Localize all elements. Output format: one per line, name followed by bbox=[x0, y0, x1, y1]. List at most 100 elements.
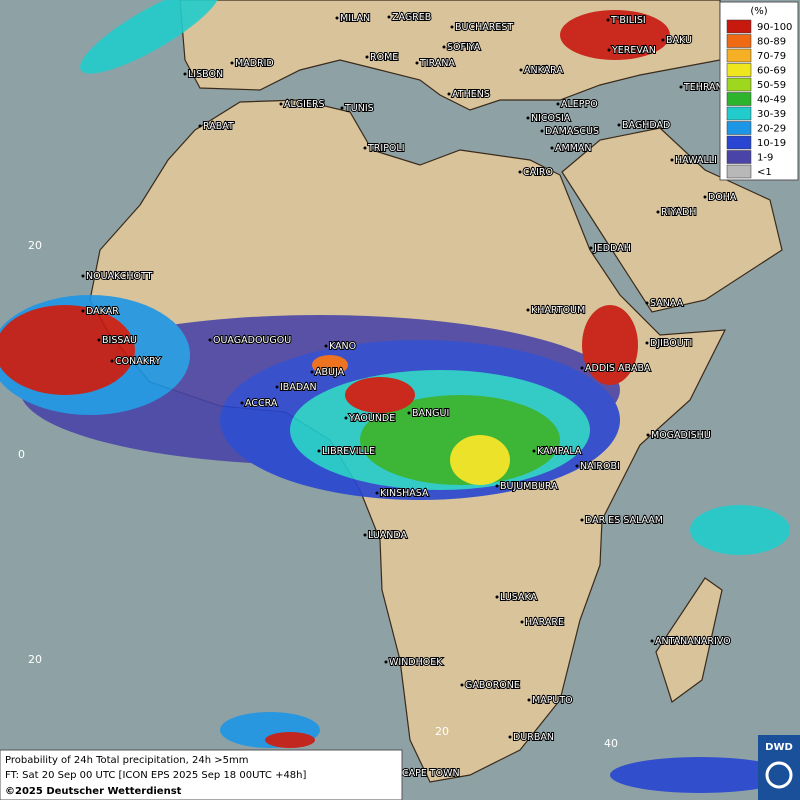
city-dot bbox=[275, 385, 279, 389]
city-dot bbox=[646, 433, 650, 437]
city-label: MOGADISHU bbox=[651, 430, 711, 441]
city-dot bbox=[442, 45, 446, 49]
legend-label: 1-9 bbox=[757, 153, 773, 164]
city-label: ATHENS bbox=[452, 89, 490, 100]
city-label: TRIPOLI bbox=[367, 143, 405, 154]
city-label: LUANDA bbox=[368, 530, 408, 541]
city-dot bbox=[460, 683, 464, 687]
grid-label: 20 bbox=[28, 653, 42, 666]
legend-swatch bbox=[726, 164, 752, 179]
city-label: ROME bbox=[370, 52, 398, 63]
city-label: DJIBOUTI bbox=[650, 338, 692, 349]
city-dot bbox=[526, 308, 530, 312]
city-dot bbox=[183, 72, 187, 76]
city-label: ALGIERS bbox=[284, 99, 325, 110]
precipitation bbox=[0, 0, 790, 793]
city-label: SANAA bbox=[650, 298, 684, 309]
city-label: MILAN bbox=[340, 13, 370, 24]
city-dot bbox=[617, 123, 621, 127]
city-dot bbox=[645, 341, 649, 345]
city-label: NOUAKCHOTT bbox=[86, 271, 153, 282]
city-dot bbox=[240, 401, 244, 405]
footer-line: Probability of 24h Total precipitation, … bbox=[5, 755, 248, 766]
city-dot bbox=[415, 61, 419, 65]
city-dot bbox=[495, 484, 499, 488]
city-label: DAKAR bbox=[86, 306, 119, 317]
city-label: HARARE bbox=[525, 617, 564, 628]
city-dot bbox=[540, 129, 544, 133]
city-label: CAPE TOWN bbox=[402, 768, 460, 779]
legend-swatch bbox=[726, 135, 752, 150]
city-dot bbox=[526, 116, 530, 120]
city-dot bbox=[387, 15, 391, 19]
city-dot bbox=[450, 25, 454, 29]
city-dot bbox=[340, 106, 344, 110]
madagascar bbox=[655, 577, 723, 703]
legend-label: 50-59 bbox=[757, 80, 786, 91]
city-dot bbox=[527, 698, 531, 702]
footer-line: FT: Sat 20 Sep 00 UTC [ICON EPS 2025 Sep… bbox=[5, 770, 307, 781]
city-dot bbox=[550, 146, 554, 150]
legend-label: 80-89 bbox=[757, 37, 786, 48]
arabia bbox=[561, 127, 783, 313]
city-dot bbox=[656, 210, 660, 214]
city-dot bbox=[363, 533, 367, 537]
city-label: ACCRA bbox=[245, 398, 278, 409]
grid-label: 20 bbox=[28, 239, 42, 252]
city-dot bbox=[81, 274, 85, 278]
city-dot bbox=[518, 170, 522, 174]
city-label: LISBON bbox=[188, 69, 223, 80]
legend-label: 90-100 bbox=[757, 22, 792, 33]
legend-label: 70-79 bbox=[757, 51, 786, 62]
footer-line: ©2025 Deutscher Wetterdienst bbox=[5, 786, 182, 797]
city-label: TIRANA bbox=[419, 58, 455, 69]
legend-swatch bbox=[726, 34, 752, 48]
city-dot bbox=[645, 301, 649, 305]
city-label: DURBAN bbox=[513, 732, 554, 743]
city-label: ABUJA bbox=[315, 367, 345, 378]
city-label: ALEPPO bbox=[561, 99, 598, 110]
city-dot bbox=[508, 735, 512, 739]
city-label: ZAGREB bbox=[392, 12, 431, 23]
city-label: BISSAU bbox=[102, 335, 137, 346]
city-dot bbox=[495, 595, 499, 599]
city-dot bbox=[375, 491, 379, 495]
city-label: KANO bbox=[329, 341, 356, 352]
city-dot bbox=[519, 68, 523, 72]
city-dot bbox=[344, 416, 348, 420]
legend-swatch bbox=[726, 92, 752, 106]
city-label: IBADAN bbox=[280, 382, 317, 393]
city-dot bbox=[384, 660, 388, 664]
city-dot bbox=[97, 338, 101, 342]
legend-swatch bbox=[726, 150, 752, 164]
city-dot bbox=[310, 370, 314, 374]
logo-box bbox=[758, 735, 800, 800]
city-dot bbox=[324, 344, 328, 348]
city-label: ANTANANARIVO bbox=[655, 636, 731, 647]
city-dot bbox=[335, 16, 339, 20]
logo-text: DWD bbox=[765, 742, 793, 753]
legend-swatch bbox=[726, 19, 752, 34]
city-label: BUCHAREST bbox=[455, 22, 513, 33]
legend-label: 60-69 bbox=[757, 66, 786, 77]
legend-unit: (%) bbox=[750, 6, 767, 17]
city-label: OUAGADOUGOU bbox=[213, 335, 291, 346]
grid-label: 40 bbox=[604, 737, 618, 750]
city-label: TUNIS bbox=[344, 103, 374, 114]
city-dot bbox=[230, 61, 234, 65]
city-label: CONAKRY bbox=[115, 356, 161, 367]
legend: (%) 90-100 80-89 70-79 60-69 50-59 40-49 30-39… bbox=[719, 1, 799, 181]
city-label: DAMASCUS bbox=[545, 126, 599, 137]
city-label: BAKU bbox=[666, 35, 692, 46]
city-dot bbox=[81, 309, 85, 313]
city-dot bbox=[580, 366, 584, 370]
city-label: YEREVAN bbox=[611, 45, 656, 56]
grid-label: 20 bbox=[435, 725, 449, 738]
city-dot bbox=[575, 464, 579, 468]
city-dot bbox=[365, 55, 369, 59]
city-dot bbox=[520, 620, 524, 624]
footer-box bbox=[0, 749, 403, 801]
city-dot bbox=[407, 411, 411, 415]
city-dot bbox=[589, 246, 593, 250]
city-dot bbox=[447, 92, 451, 96]
